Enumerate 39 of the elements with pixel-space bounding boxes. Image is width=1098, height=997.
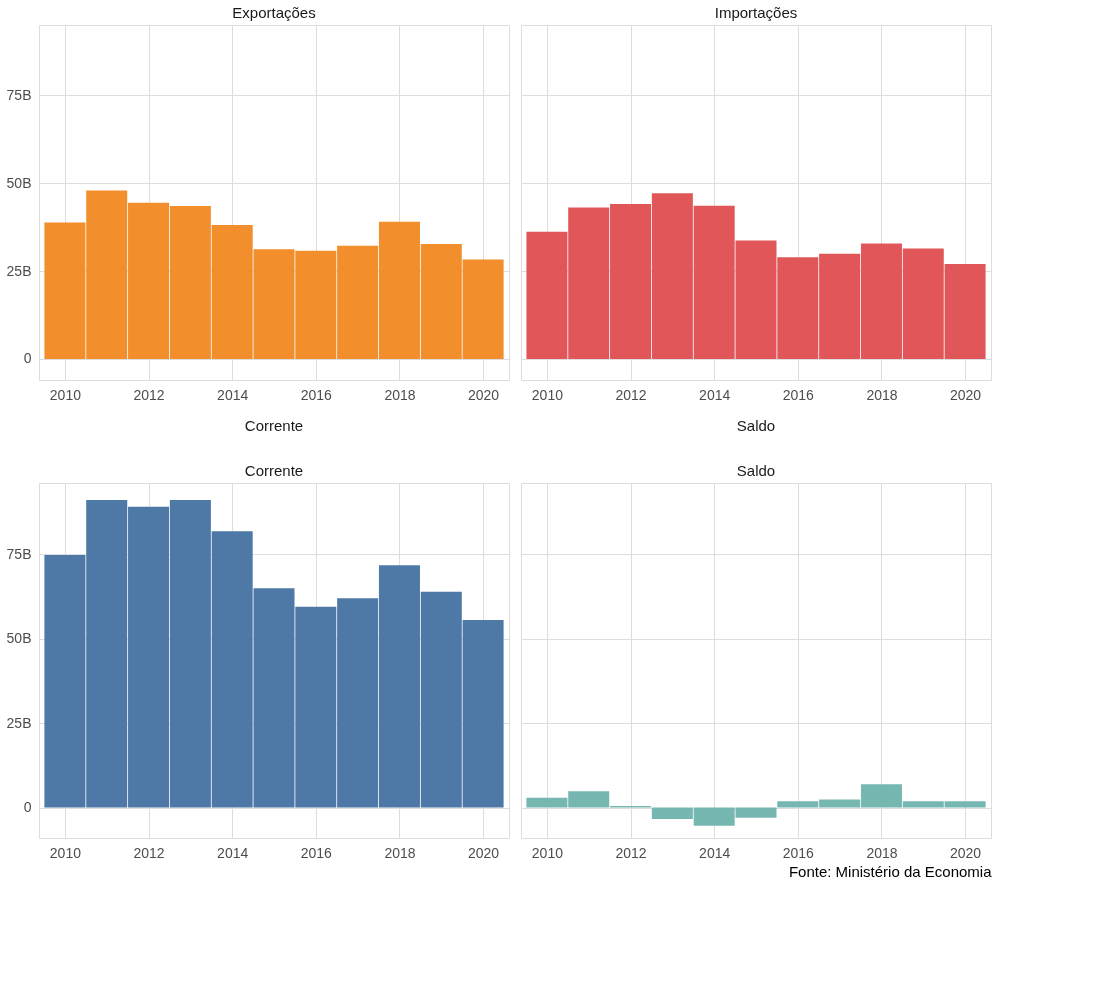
x-tick-label: 2020 — [950, 844, 982, 861]
x-tick-label: 2016 — [782, 844, 815, 861]
x-tick-label: 2020 — [468, 386, 500, 403]
x-tick-label: 2018 — [866, 386, 898, 403]
chart-title: Corrente — [244, 417, 304, 434]
y-tick-label: 75B — [6, 86, 32, 103]
x-tick-label: 2018 — [384, 386, 416, 403]
source-note: Fonte: Ministério da Economia — [788, 862, 993, 880]
y-tick-label: 25B — [6, 262, 32, 279]
x-tick-label: 2018 — [384, 844, 416, 861]
x-tick-label: 2012 — [615, 386, 647, 403]
chart-title: Saldo — [736, 417, 776, 434]
x-tick-label: 2012 — [615, 844, 647, 861]
y-tick-label: 0 — [23, 350, 32, 367]
y-tick-label: 75B — [6, 545, 32, 562]
x-tick-label: 2014 — [217, 844, 249, 861]
x-tick-label: 2010 — [49, 386, 82, 403]
x-tick-label: 2014 — [217, 386, 249, 403]
chart-title: Exportações — [232, 4, 316, 21]
x-tick-label: 2014 — [699, 386, 731, 403]
chart-subtitle: Saldo — [736, 462, 776, 479]
x-tick-label: 2020 — [468, 844, 500, 861]
y-tick-label: 50B — [6, 174, 32, 191]
x-tick-label: 2020 — [950, 386, 982, 403]
x-tick-label: 2014 — [699, 844, 731, 861]
x-tick-label: 2016 — [300, 844, 333, 861]
x-tick-label: 2012 — [133, 844, 165, 861]
x-tick-label: 2010 — [531, 844, 564, 861]
x-tick-label: 2010 — [49, 844, 82, 861]
y-tick-label: 0 — [23, 799, 32, 816]
x-tick-label: 2016 — [782, 386, 815, 403]
y-tick-label: 50B — [6, 630, 32, 647]
y-tick-label: 25B — [6, 714, 32, 731]
x-tick-label: 2018 — [866, 844, 898, 861]
x-tick-label: 2010 — [531, 386, 564, 403]
x-tick-label: 2012 — [133, 386, 165, 403]
chart-subtitle: Corrente — [244, 462, 304, 479]
chart-title: Importações — [714, 4, 798, 21]
x-tick-label: 2016 — [300, 386, 333, 403]
